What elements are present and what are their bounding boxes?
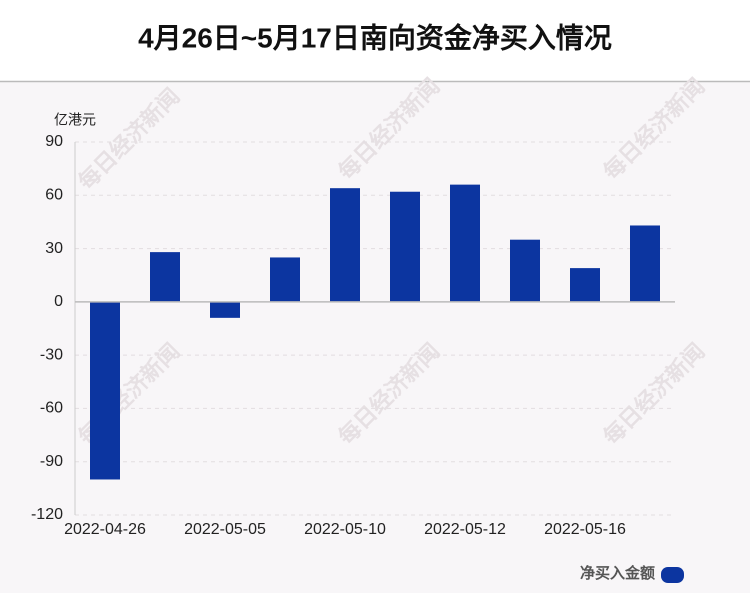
- y-tick-label: 90: [45, 133, 63, 150]
- title-band: [0, 0, 750, 81]
- y-tick-label: -120: [31, 506, 63, 523]
- y-tick-label: -60: [40, 400, 63, 417]
- bar: [90, 301, 120, 480]
- bar: [570, 268, 600, 302]
- bar: [630, 225, 660, 302]
- x-tick-label: 2022-04-26: [64, 521, 146, 538]
- x-tick-label: 2022-05-10: [304, 521, 386, 538]
- bar: [210, 301, 240, 318]
- bar: [330, 188, 360, 302]
- bar: [150, 252, 180, 302]
- y-tick-label: 60: [45, 187, 63, 204]
- y-tick-label: -90: [40, 453, 63, 470]
- legend-swatch: [661, 567, 684, 583]
- y-tick-label: 30: [45, 240, 63, 257]
- x-tick-label: 2022-05-16: [544, 521, 626, 538]
- chart-title: 4月26日~5月17日南向资金净买入情况: [138, 21, 612, 53]
- bar: [450, 184, 480, 302]
- y-axis-label: 亿港元: [54, 112, 96, 128]
- bar: [510, 239, 540, 302]
- x-tick-label: 2022-05-12: [424, 521, 506, 538]
- x-tick-label: 2022-05-05: [184, 521, 266, 538]
- y-tick-label: 0: [54, 293, 63, 310]
- legend-label: 净买入金额: [580, 564, 655, 582]
- bar: [270, 257, 300, 302]
- y-tick-label: -30: [40, 346, 63, 363]
- bar: [390, 191, 420, 302]
